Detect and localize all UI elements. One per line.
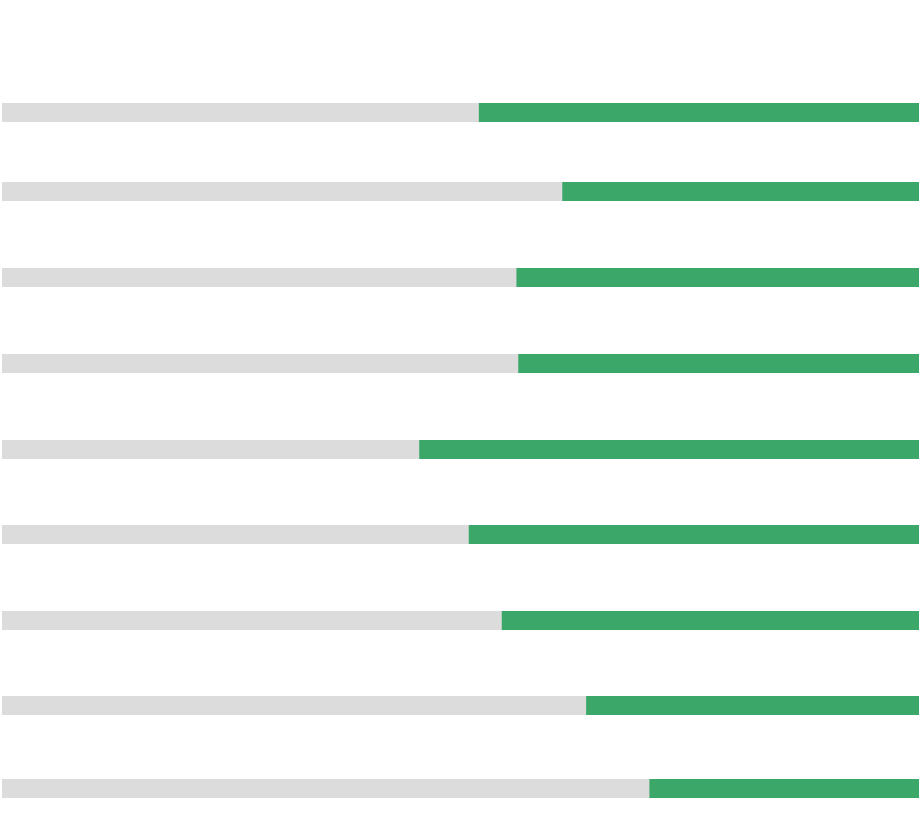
bar bbox=[649, 779, 919, 798]
bar bbox=[501, 611, 919, 630]
bar bbox=[478, 103, 919, 122]
bar bbox=[419, 440, 919, 459]
bar bbox=[562, 182, 919, 201]
bar bbox=[516, 268, 919, 287]
bar bbox=[518, 354, 919, 373]
bar bbox=[586, 696, 919, 715]
bar bbox=[468, 525, 919, 544]
